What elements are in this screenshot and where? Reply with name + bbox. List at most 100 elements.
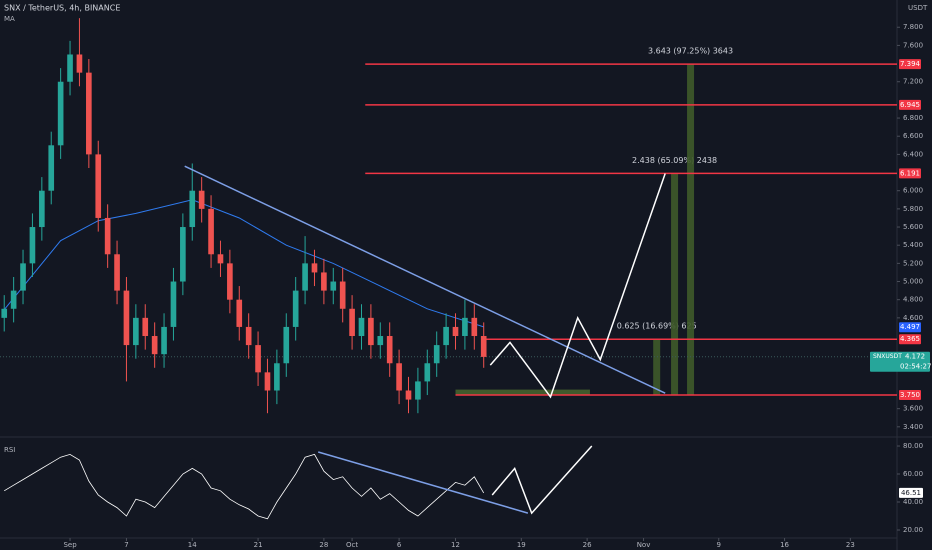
candle-body <box>95 154 102 218</box>
candle-body <box>208 208 214 255</box>
candle-body <box>274 363 280 391</box>
candle-body <box>339 281 346 309</box>
level-badge <box>899 99 921 110</box>
y-tick-label: 6.600 <box>903 132 923 140</box>
candle-body <box>292 290 299 327</box>
level-badge <box>899 59 921 70</box>
candle-body <box>114 254 120 291</box>
candle-body <box>471 317 478 337</box>
candle-body <box>443 326 449 346</box>
y-tick-label: 6.800 <box>903 114 923 122</box>
measure-label: 3.643 (97.25%) 3643 <box>648 47 733 56</box>
candle-body <box>424 363 431 382</box>
countdown-label: 02:54:27 <box>900 363 931 371</box>
y-tick-label: 3.400 <box>903 423 923 431</box>
candle-body <box>433 345 440 364</box>
rsi-pane <box>3 445 593 520</box>
candle-body <box>377 336 384 346</box>
y-tick-label: 7.200 <box>903 78 923 86</box>
x-tick-label: 9 <box>717 541 721 549</box>
candle-body <box>142 317 149 337</box>
candle-body <box>480 336 487 357</box>
measure-label: 0.625 (16.69%) 625 <box>617 322 697 331</box>
y-tick-label: 60.00 <box>903 470 923 478</box>
candle-body <box>217 254 224 264</box>
level-badge <box>899 390 921 401</box>
rsi-label: RSI <box>4 446 15 454</box>
candle-body <box>462 317 468 337</box>
y-tick-label: 4.800 <box>903 296 923 304</box>
candle-body <box>104 217 111 255</box>
zone <box>455 389 590 396</box>
candle-body <box>283 326 290 364</box>
candle-body <box>452 326 459 337</box>
y-tick-label: 5.800 <box>903 205 923 213</box>
x-tick-label: 26 <box>583 541 592 549</box>
level-label: 6.945 <box>900 101 920 109</box>
measure-bar <box>687 64 695 396</box>
candle-body <box>236 299 243 327</box>
symbol-badge-label: SNXUSDT <box>873 353 902 360</box>
y-tick-label: 6.000 <box>903 187 923 195</box>
level-label: 3.750 <box>900 391 920 399</box>
candle-body <box>330 281 337 291</box>
level-label: 4.365 <box>900 335 920 343</box>
ma-badge <box>899 322 921 333</box>
x-tick-label: 14 <box>188 541 197 549</box>
candle-body <box>368 317 374 346</box>
measure-bar <box>653 339 661 396</box>
candle-body <box>86 72 92 155</box>
level-label: 7.394 <box>900 60 921 68</box>
rsi-projection <box>491 445 593 515</box>
candle-body <box>133 317 139 346</box>
y-tick-label: 20.00 <box>903 526 923 534</box>
x-tick-label: 7 <box>124 541 128 549</box>
candle-body <box>180 227 186 282</box>
x-tick-label: 6 <box>397 541 402 549</box>
y-tick-label: 5.600 <box>903 223 923 231</box>
x-tick-label: 21 <box>254 541 263 549</box>
indicator-label: MA <box>4 15 15 23</box>
last-price-label: 4.172 <box>905 353 925 361</box>
level-badge <box>899 334 921 345</box>
candle-body <box>386 336 393 364</box>
trendline <box>184 165 666 394</box>
price-pane: 0.625 (16.69%) 625 2.438 (65.09%) 2438 3.6… <box>0 18 897 414</box>
x-tick-label: 19 <box>517 541 526 549</box>
candle-body <box>396 363 402 391</box>
candle-body <box>76 54 83 73</box>
candle-body <box>123 290 130 346</box>
rsi-trendline <box>317 451 529 514</box>
rsi-last-label: 46.51 <box>901 489 921 497</box>
candle-body <box>255 345 261 373</box>
y-tick-label: 5.000 <box>903 278 923 286</box>
measure-label: 2.438 (65.09%) 2438 <box>632 156 717 165</box>
x-tick-label: 28 <box>319 541 328 549</box>
ma-last-label: 4.497 <box>900 323 920 331</box>
candle-body <box>39 190 45 228</box>
candle-body <box>10 290 17 309</box>
candle-body <box>227 263 233 300</box>
y-tick-label: 4.600 <box>903 314 923 322</box>
x-tick-label: Sep <box>63 541 77 549</box>
y-tick-label: 6.400 <box>903 150 923 158</box>
candle-body <box>1 308 8 318</box>
level-label: 6.191 <box>900 169 920 177</box>
x-tick-label: 16 <box>780 541 789 549</box>
x-tick-label: Nov <box>637 541 651 549</box>
y-tick-label: 5.200 <box>903 259 923 267</box>
candle-body <box>198 190 205 209</box>
y-tick-label: 80.00 <box>903 442 923 450</box>
candle-body <box>245 326 252 346</box>
candle-body <box>57 81 64 146</box>
x-tick-label: 12 <box>451 541 460 549</box>
candle-body <box>20 263 26 291</box>
candle-body <box>189 190 196 228</box>
measure-bar <box>671 173 679 396</box>
y-tick-label: 40.00 <box>903 498 923 506</box>
y-tick-label: 7.800 <box>903 23 923 31</box>
y-tick-label: 3.600 <box>903 405 923 413</box>
candle-body <box>48 145 55 191</box>
